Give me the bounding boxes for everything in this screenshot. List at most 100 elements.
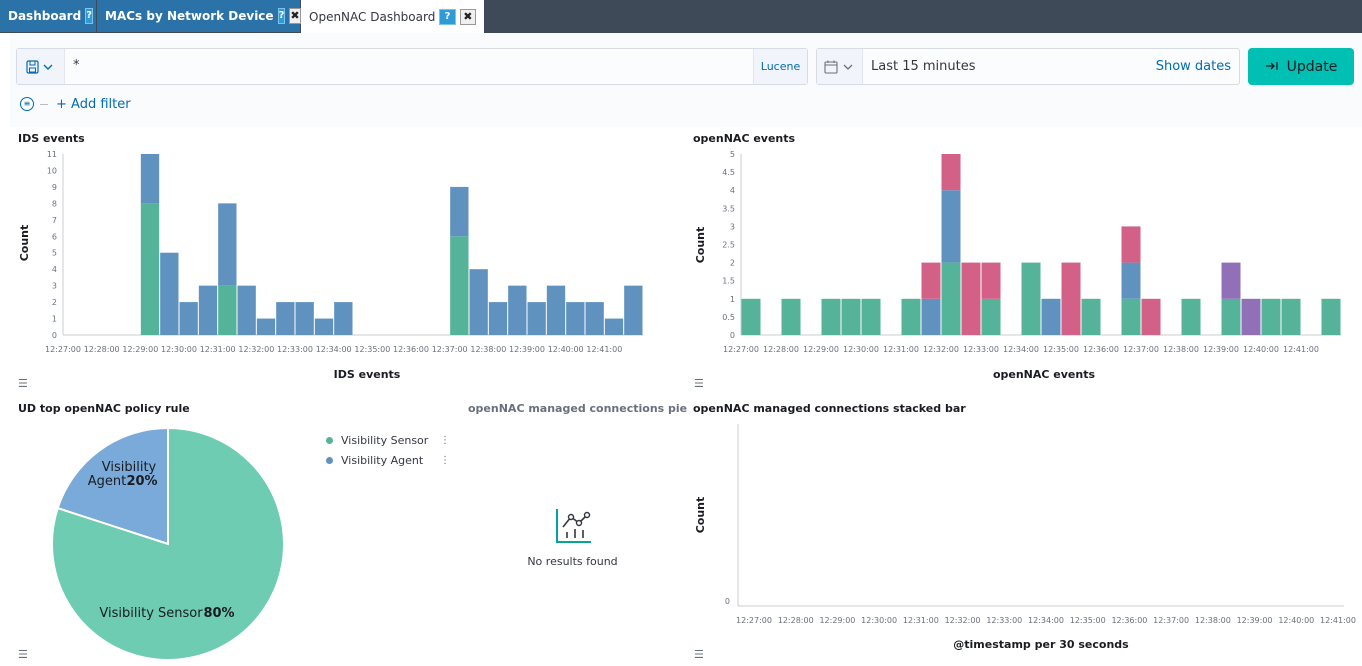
search-bar[interactable]: * Lucene <box>16 48 808 85</box>
help-icon[interactable]: ? <box>277 8 286 24</box>
ids-bar-blue[interactable] <box>624 285 643 335</box>
nac-bar-green[interactable] <box>1181 298 1201 335</box>
nac-bar-green[interactable] <box>1321 298 1341 335</box>
nac-bar-pink[interactable] <box>1141 298 1161 335</box>
ids-bar-blue[interactable] <box>256 318 276 335</box>
nac-bar-blue[interactable] <box>921 298 941 335</box>
ids-bar-blue[interactable] <box>160 252 179 335</box>
ids-bar-blue[interactable] <box>334 302 353 335</box>
ids-x-axis-label: IDS events <box>334 368 401 381</box>
nac-bar-green[interactable] <box>861 298 881 335</box>
pie-slice[interactable] <box>51 426 285 661</box>
legend-options-icon[interactable]: ⋮ <box>440 454 450 466</box>
nac-bar-pink[interactable] <box>921 262 941 299</box>
ids-bar-blue[interactable] <box>604 318 624 335</box>
tab-opennac-dashboard[interactable]: OpenNAC Dashboard ? ✖ <box>301 0 484 33</box>
nac-bar-green[interactable] <box>1261 298 1281 335</box>
nac-y-tick-label: 1.5 <box>722 277 735 286</box>
nac-bar-green[interactable] <box>1221 298 1241 335</box>
time-range-text: Last 15 minutes <box>871 59 976 74</box>
legend-dot-icon <box>326 436 333 444</box>
update-button[interactable]: Update <box>1248 48 1354 85</box>
nac-x-tick-label: 12:32:00 <box>923 345 959 354</box>
help-icon[interactable]: ? <box>439 8 456 25</box>
nac-y-tick-label: 1 <box>730 295 735 304</box>
nac-bar-pink[interactable] <box>1061 262 1081 335</box>
ids-bar-blue[interactable] <box>585 302 604 335</box>
ids-bar-blue[interactable] <box>566 302 585 335</box>
nac-bar-purple[interactable] <box>1241 298 1261 335</box>
legend-toggle-icon[interactable]: ☰ <box>694 377 704 390</box>
ids-bar-blue[interactable] <box>198 285 218 335</box>
tab-dashboard[interactable]: Dashboard ? <box>0 0 96 32</box>
legend-options-icon[interactable]: ⋮ <box>440 434 450 446</box>
ids-bar-blue[interactable] <box>295 302 314 335</box>
ids-bar-blue[interactable] <box>179 302 198 335</box>
ids-bar-blue[interactable] <box>469 269 488 335</box>
close-icon[interactable]: ✖ <box>289 8 301 24</box>
quick-menu-button[interactable] <box>817 49 863 84</box>
nac-bar-green[interactable] <box>781 298 801 335</box>
query-language-button[interactable]: Lucene <box>753 49 807 84</box>
nac-bar-blue[interactable] <box>941 190 961 263</box>
pie-panel-title: UD top openNAC policy rule <box>18 402 190 415</box>
legend-toggle-icon[interactable]: ☰ <box>18 648 28 661</box>
ids-bar-blue[interactable] <box>488 302 508 335</box>
nac-bar-green[interactable] <box>841 298 861 335</box>
ids-x-tick-label: 12:40:00 <box>548 345 584 354</box>
nac-bar-green[interactable] <box>1121 298 1141 335</box>
nac-bar-pink[interactable] <box>961 262 981 335</box>
nac-bar-green[interactable] <box>821 298 841 335</box>
ids-bar-blue[interactable] <box>140 154 160 204</box>
search-input[interactable]: * <box>73 58 80 73</box>
legend-item[interactable]: Visibility Agent ⋮ <box>326 450 450 470</box>
ids-y-tick-label: 3 <box>52 282 57 291</box>
legend-toggle-icon[interactable]: ☰ <box>694 648 704 661</box>
ids-y-tick-label: 4 <box>52 265 57 274</box>
nac-bar-green[interactable] <box>1281 298 1301 335</box>
close-icon[interactable]: ✖ <box>459 8 476 25</box>
ids-bar-blue[interactable] <box>314 318 334 335</box>
ids-bar-blue[interactable] <box>546 285 566 335</box>
nac-bar-pink[interactable] <box>941 154 961 191</box>
nac-bar-green[interactable] <box>941 262 961 335</box>
nac-bar-green[interactable] <box>1081 298 1101 335</box>
show-dates-link[interactable]: Show dates <box>1155 59 1231 74</box>
nac-bar-green[interactable] <box>901 298 921 335</box>
ids-bar-blue[interactable] <box>237 285 256 335</box>
update-label: Update <box>1286 58 1338 75</box>
ids-bar-blue[interactable] <box>508 285 527 335</box>
tab-macs-label: MACs by Network Device <box>105 9 274 23</box>
legend-toggle-icon[interactable]: ☰ <box>18 377 28 390</box>
saved-query-button[interactable] <box>17 49 65 84</box>
time-picker[interactable]: Last 15 minutes Show dates <box>816 48 1240 85</box>
ids-bar-green[interactable] <box>218 285 237 335</box>
nac-bar-green[interactable] <box>1021 262 1041 335</box>
tab-macs-by-network-device[interactable]: MACs by Network Device ? ✖ <box>97 0 301 32</box>
nac-bar-purple[interactable] <box>1221 262 1241 299</box>
ids-y-tick-label: 0 <box>52 331 57 340</box>
nac-bar-green[interactable] <box>981 298 1001 335</box>
tab-dashboard-label: Dashboard <box>8 9 82 23</box>
ids-bar-blue[interactable] <box>276 302 295 335</box>
stacked-y-axis-label: Count <box>694 497 707 534</box>
nac-bar-pink[interactable] <box>981 262 1001 299</box>
ids-bar-blue[interactable] <box>218 203 237 286</box>
pie-slice[interactable] <box>56 426 169 546</box>
ids-x-tick-label: 12:33:00 <box>277 345 313 354</box>
nac-x-tick-label: 12:34:00 <box>1003 345 1039 354</box>
add-filter-button[interactable]: + Add filter <box>56 96 131 112</box>
legend-item[interactable]: Visibility Sensor ⋮ <box>326 430 450 450</box>
ids-bar-blue[interactable] <box>450 186 469 237</box>
ids-bar-green[interactable] <box>450 236 469 335</box>
ids-bar-blue[interactable] <box>527 302 546 335</box>
filter-menu-icon[interactable]: ≡ <box>20 97 34 111</box>
help-icon[interactable]: ? <box>85 8 93 24</box>
ids-bar-green[interactable] <box>140 203 160 335</box>
nac-y-tick-label: 3 <box>730 222 735 231</box>
nac-bar-blue[interactable] <box>1121 262 1141 299</box>
nac-bar-green[interactable] <box>741 298 761 335</box>
stacked-x-tick-label: 12:38:00 <box>1195 616 1231 625</box>
nac-bar-pink[interactable] <box>1121 226 1141 263</box>
nac-bar-blue[interactable] <box>1041 298 1061 335</box>
